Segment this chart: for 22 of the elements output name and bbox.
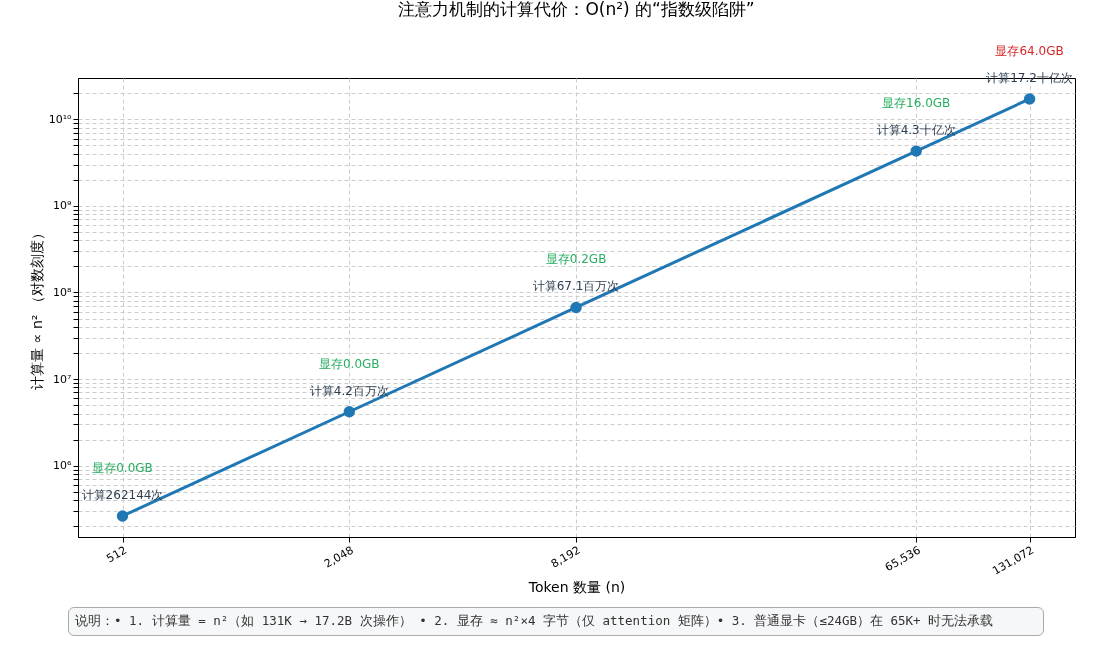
annotation: 计算4.2百万次 (309, 383, 389, 398)
x-tick-label: 512 (104, 543, 130, 566)
point (1023, 93, 1036, 105)
annotation: 计算4.3十亿次 (876, 123, 956, 138)
annotation: 显存0.0GB (92, 461, 153, 476)
annotation: 计算262144次 (81, 488, 164, 503)
annotation: 显存16.0GB (882, 96, 951, 111)
point (570, 301, 582, 314)
y-tick-label: 10¹⁰ (48, 112, 73, 126)
y-tick-label: 10⁶ (53, 459, 73, 473)
y-axis-title: 计算量 ∝ n² （对数刻度） (28, 226, 45, 390)
y-tick-label: 10⁹ (53, 199, 72, 213)
point (116, 510, 129, 522)
annotation: 显存0.2GB (545, 252, 607, 267)
y-tick-label: 10⁸ (53, 285, 73, 299)
x-axis-title: Token 数量 (n) (527, 578, 626, 595)
text: 显存64.0GB (995, 43, 1064, 58)
text: 说明：• 1. 计算量 = n²（如 131K → 17.2B 次操作） • 2. 显存 ≈ n²×4 字节（仅 attention 矩阵）• 3. 普通显卡（≤24GB）在 65K+ 时无法承载 (68, 607, 1044, 636)
annotation: 显存0.0GB (318, 356, 380, 371)
point (343, 406, 355, 418)
y-tick-label: 10⁷ (53, 372, 72, 386)
chart-title: 注意力机制的计算代价：O(n²) 的“指数级陷阱” (398, 0, 755, 19)
